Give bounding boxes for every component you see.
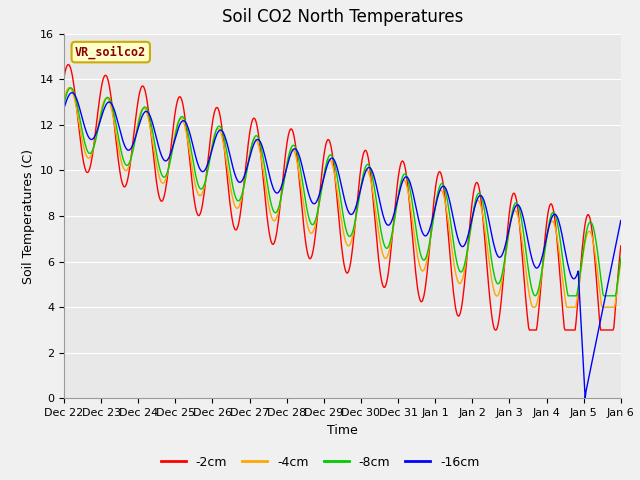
-8cm xyxy=(71,92,79,98)
-4cm xyxy=(128,150,136,156)
-2cm xyxy=(60,74,68,80)
-2cm xyxy=(214,106,222,111)
-16cm xyxy=(128,144,136,149)
-16cm xyxy=(214,129,222,135)
-4cm xyxy=(65,84,73,90)
-8cm xyxy=(128,151,136,157)
Legend: -2cm, -4cm, -8cm, -16cm: -2cm, -4cm, -8cm, -16cm xyxy=(156,451,484,474)
-16cm xyxy=(71,92,79,98)
-2cm xyxy=(411,261,419,266)
-2cm xyxy=(492,327,499,333)
-8cm xyxy=(411,218,419,224)
Line: -16cm: -16cm xyxy=(64,93,621,398)
-4cm xyxy=(185,143,193,149)
-8cm xyxy=(214,124,222,130)
-8cm xyxy=(185,133,193,139)
Title: Soil CO2 North Temperatures: Soil CO2 North Temperatures xyxy=(221,9,463,26)
-4cm xyxy=(60,97,68,103)
-4cm xyxy=(214,126,222,132)
-16cm xyxy=(68,90,76,96)
-4cm xyxy=(529,304,537,310)
-8cm xyxy=(564,293,572,299)
-4cm xyxy=(617,258,625,264)
-16cm xyxy=(185,127,193,132)
Y-axis label: Soil Temperatures (C): Soil Temperatures (C) xyxy=(22,148,35,284)
Text: VR_soilco2: VR_soilco2 xyxy=(75,46,147,59)
-8cm xyxy=(60,101,68,107)
-2cm xyxy=(128,146,136,152)
-8cm xyxy=(428,231,435,237)
-8cm xyxy=(617,255,625,261)
-4cm xyxy=(428,232,435,238)
-16cm xyxy=(60,105,68,111)
-16cm xyxy=(428,222,435,228)
-2cm xyxy=(428,228,435,233)
Line: -8cm: -8cm xyxy=(64,88,621,296)
-16cm xyxy=(581,396,589,401)
X-axis label: Time: Time xyxy=(327,424,358,437)
-8cm xyxy=(67,85,75,91)
-16cm xyxy=(617,217,625,223)
Line: -2cm: -2cm xyxy=(64,65,621,330)
-2cm xyxy=(65,62,72,68)
-2cm xyxy=(617,243,625,249)
-2cm xyxy=(185,148,193,154)
-16cm xyxy=(411,199,419,204)
Line: -4cm: -4cm xyxy=(64,87,621,307)
-4cm xyxy=(411,235,419,241)
-2cm xyxy=(71,90,79,96)
-4cm xyxy=(71,97,79,103)
